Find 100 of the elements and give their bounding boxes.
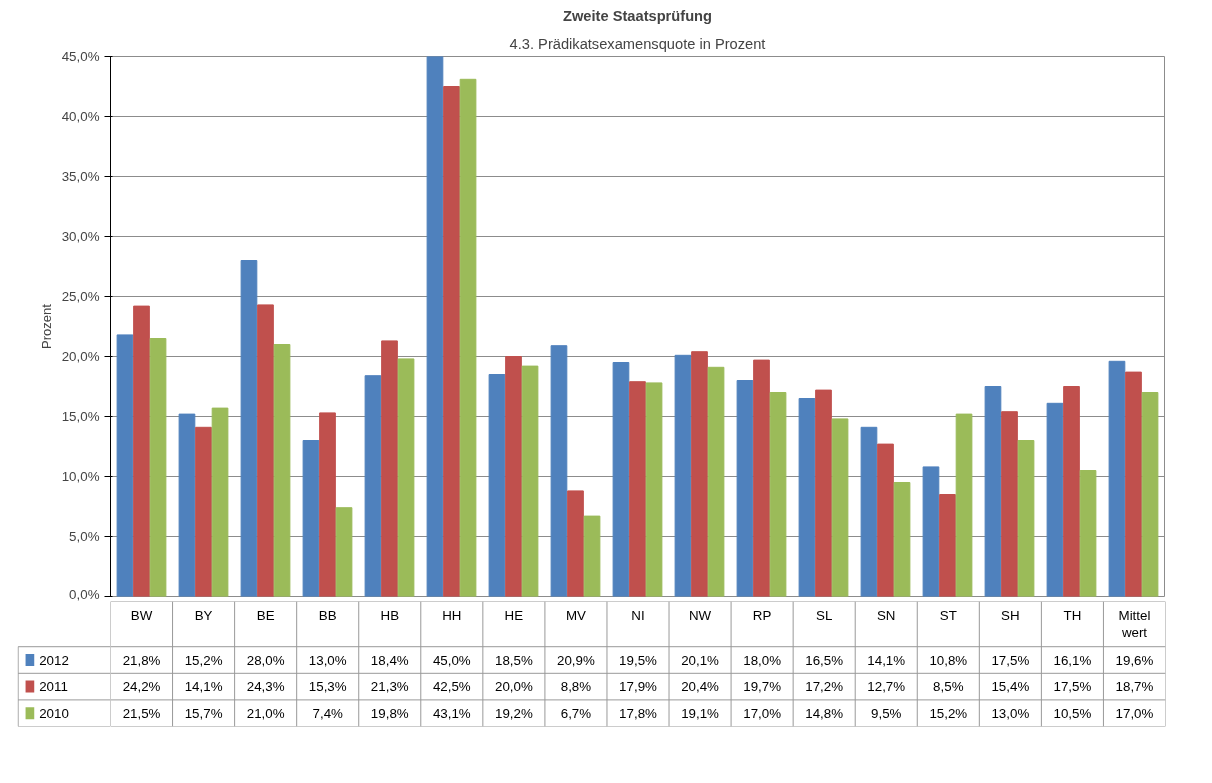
data-label: 15,7% [184, 705, 223, 721]
legend-label: 2010 [39, 705, 69, 721]
x-tick-label: BY [194, 608, 213, 624]
bar [583, 515, 601, 597]
bar [798, 398, 816, 597]
bar [319, 412, 336, 597]
bar [211, 407, 229, 597]
data-label: 8,5% [933, 679, 964, 695]
bar [939, 494, 956, 597]
data-label: 17,0% [1115, 705, 1154, 721]
data-label: 17,9% [619, 679, 658, 695]
data-label: 15,2% [929, 705, 968, 721]
bar [753, 359, 770, 597]
bar [815, 389, 832, 597]
bar [550, 345, 568, 597]
bar [149, 338, 167, 597]
y-tick-label: 25,0% [61, 289, 100, 304]
bar [707, 366, 725, 597]
bar [736, 380, 754, 597]
bar [195, 426, 212, 597]
data-label: 19,2% [494, 705, 533, 721]
bar [302, 440, 320, 597]
bar [335, 507, 353, 597]
bar [860, 426, 878, 597]
bar [1108, 360, 1126, 597]
y-tick-label: 45,0% [61, 49, 100, 64]
data-label: 21,0% [246, 705, 285, 721]
y-tick-label: 5,0% [69, 529, 100, 544]
data-label: 19,5% [619, 652, 658, 668]
data-label: 21,8% [122, 652, 161, 668]
bar [505, 356, 522, 597]
data-label: 17,5% [991, 652, 1030, 668]
bar [1141, 392, 1159, 597]
data-label: 14,1% [867, 652, 906, 668]
bar [364, 375, 382, 597]
bar [488, 374, 506, 597]
data-label: 20,9% [557, 652, 595, 668]
bar [1079, 470, 1097, 597]
bar [645, 382, 663, 597]
bar [674, 354, 692, 597]
legend-label: 2011 [39, 679, 68, 695]
bar [831, 418, 849, 597]
y-axis-title: Prozent [38, 303, 54, 349]
bar [1063, 386, 1080, 597]
bar [955, 413, 973, 597]
y-tick-label: 0,0% [69, 586, 100, 602]
y-tick-label: 15,0% [61, 409, 100, 424]
bar [984, 386, 1002, 597]
data-label: 13,0% [308, 652, 347, 668]
x-tick-label: SN [876, 608, 896, 624]
data-label: 18,0% [743, 652, 782, 668]
x-tick-label: RP [752, 608, 772, 624]
data-label: 15,4% [991, 679, 1030, 695]
y-tick-label: 40,0% [61, 109, 100, 124]
chart-subtitle: 4.3. Prädikatsexamensquote in Prozent [509, 35, 766, 52]
x-tick-label: BE [256, 608, 275, 624]
y-tick-label: 20,0% [61, 349, 100, 364]
data-label: 17,8% [619, 705, 658, 721]
data-label: 14,1% [184, 679, 223, 695]
data-label: 17,2% [805, 679, 844, 695]
x-tick-label: SL [816, 608, 833, 624]
data-label: 17,0% [743, 705, 782, 721]
data-label: 24,3% [246, 679, 285, 695]
data-label: 43,1% [432, 705, 471, 721]
bar [567, 490, 584, 597]
bar [240, 260, 258, 597]
x-tick-label: Mittel wert [1118, 608, 1151, 640]
data-label: 17,5% [1053, 679, 1092, 695]
data-label: 15,3% [308, 679, 347, 695]
data-label: 19,6% [1115, 652, 1154, 668]
bar [116, 334, 134, 597]
data-label: 8,8% [560, 679, 592, 695]
data-label: 45,0% [432, 652, 471, 668]
legend-label: 2012 [39, 652, 69, 668]
bar [691, 351, 708, 597]
data-label: 16,1% [1053, 652, 1092, 668]
bar [1046, 402, 1064, 597]
y-tick-label: 10,0% [61, 469, 100, 484]
x-tick-label: SH [1001, 608, 1020, 624]
bar [612, 362, 630, 597]
data-label: 18,7% [1115, 679, 1154, 695]
bar [769, 392, 787, 597]
bar [521, 365, 539, 597]
bar [922, 466, 940, 597]
data-label: 18,4% [370, 652, 409, 668]
y-tick-label: 30,0% [61, 229, 100, 244]
bar [459, 78, 477, 597]
data-label: 6,7% [560, 705, 592, 721]
data-label: 10,5% [1053, 705, 1092, 721]
data-label: 42,5% [432, 679, 471, 695]
data-label: 20,4% [681, 679, 720, 695]
data-label: 10,8% [929, 652, 968, 668]
data-label: 12,7% [867, 679, 906, 695]
bar [381, 340, 398, 597]
x-tick-label: BB [318, 608, 337, 624]
data-label: 28,0% [246, 652, 285, 668]
data-label: 19,8% [370, 705, 409, 721]
bar [443, 86, 460, 597]
bar [273, 344, 291, 597]
data-label: 13,0% [991, 705, 1030, 721]
